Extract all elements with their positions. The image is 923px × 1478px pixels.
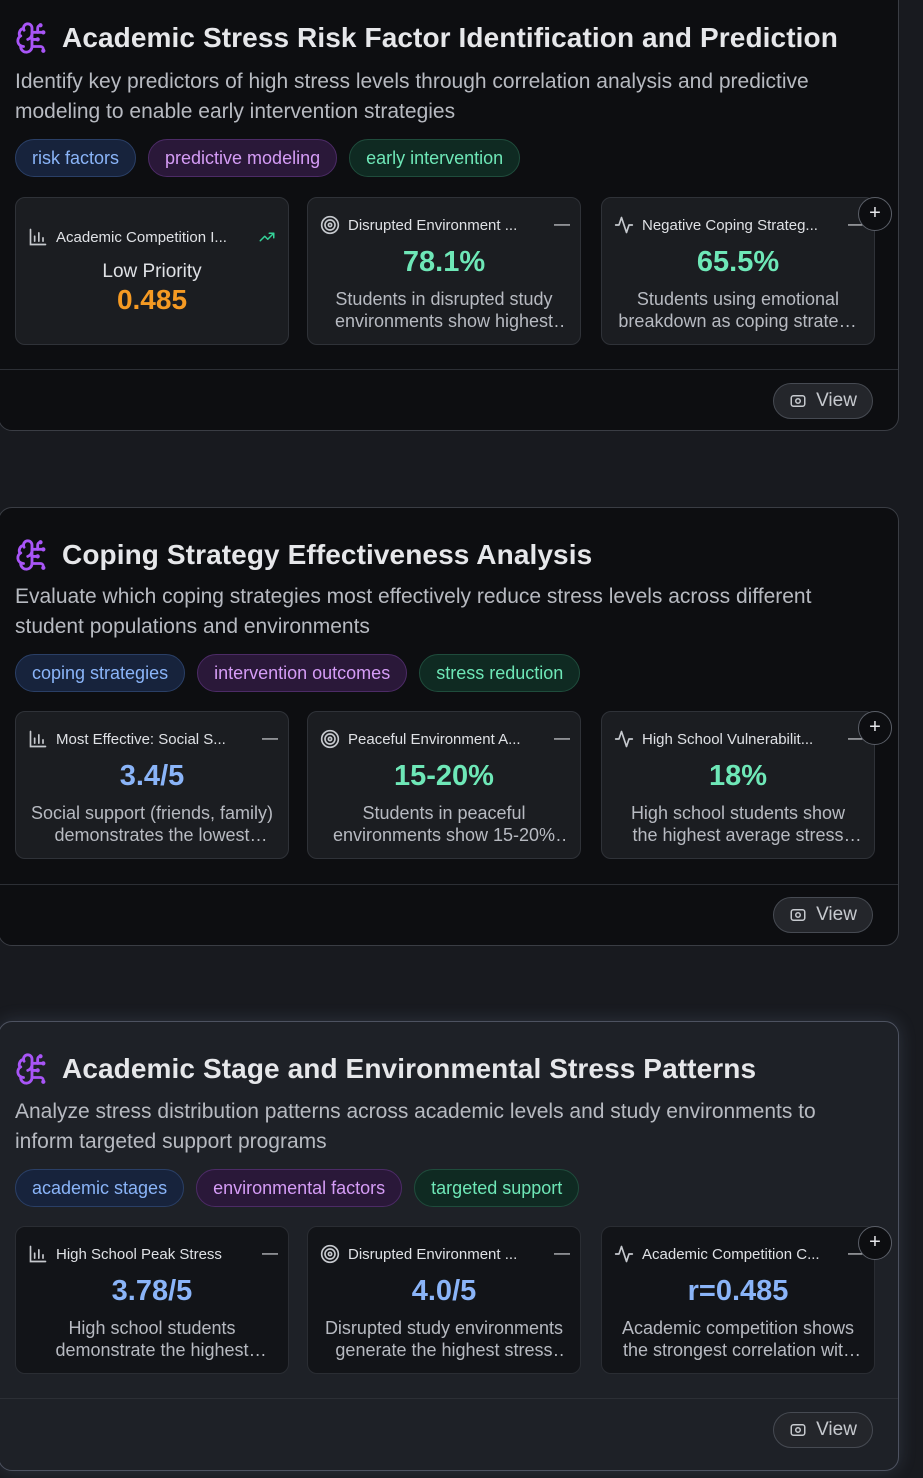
metric-description: Students using emotional breakdown as co…: [618, 289, 858, 331]
tag-environmental-factors[interactable]: environmental factors: [196, 1169, 403, 1207]
view-label: View: [816, 390, 857, 411]
metric-card[interactable]: Disrupted Environment ... — 78.1% Studen…: [307, 197, 581, 345]
insight-card-academic-stage[interactable]: Academic Stage and Environmental Stress …: [0, 1021, 899, 1471]
eye-icon: [790, 1424, 806, 1436]
metric-label: Disrupted Environment ...: [348, 1245, 518, 1263]
metric-description: Students in peaceful environments show 1…: [332, 803, 556, 845]
priority-label: Low Priority: [102, 261, 202, 282]
metric-description: Social support (friends, family) demonst…: [30, 803, 274, 845]
metric-value: 18%: [708, 760, 768, 792]
collapse-icon[interactable]: —: [554, 216, 570, 233]
view-button[interactable]: View: [773, 1412, 873, 1448]
metric-value: r=0.485: [687, 1275, 789, 1307]
bar-chart-icon: [29, 1245, 47, 1263]
view-button[interactable]: View: [773, 897, 873, 933]
target-icon: [320, 1244, 340, 1264]
insight-card-risk-factors[interactable]: Academic Stress Risk Factor Identificati…: [0, 0, 899, 431]
insight-card-coping-strategies[interactable]: Coping Strategy Effectiveness Analysis E…: [0, 507, 899, 946]
divider: [0, 1398, 898, 1399]
metric-value: 78.1%: [402, 246, 486, 278]
metric-value: 3.78/5: [111, 1275, 193, 1307]
metric-card[interactable]: Academic Competition I... Low Priority 0…: [15, 197, 289, 345]
metric-label: Academic Competition I...: [56, 228, 227, 246]
card-title: Academic Stress Risk Factor Identificati…: [62, 22, 838, 53]
metric-card[interactable]: Most Effective: Social S... — 3.4/5 Soci…: [15, 711, 289, 859]
metric-description: Students in disrupted study environments…: [334, 289, 554, 331]
target-icon: [320, 215, 340, 235]
metric-label: Negative Coping Strateg...: [642, 216, 818, 234]
metric-label: Peaceful Environment A...: [348, 730, 521, 748]
tag-early-intervention[interactable]: early intervention: [349, 139, 521, 177]
tag-intervention-outcomes[interactable]: intervention outcomes: [197, 654, 408, 692]
brain-icon: [16, 22, 46, 54]
divider: [0, 369, 898, 370]
tag-list: coping strategies intervention outcomes …: [15, 654, 581, 692]
trending-up-icon: [259, 232, 275, 242]
metric-value: 3.4/5: [119, 760, 185, 792]
tag-list: risk factors predictive modeling early i…: [15, 139, 521, 177]
card-description: Identify key predictors of high stress l…: [15, 70, 809, 123]
metric-label: Most Effective: Social S...: [56, 730, 226, 748]
collapse-icon[interactable]: —: [554, 730, 570, 747]
bar-chart-icon: [29, 228, 47, 246]
brain-icon: [16, 1053, 46, 1085]
metric-card[interactable]: Negative Coping Strateg... — 65.5% Stude…: [601, 197, 875, 345]
view-label: View: [816, 1419, 857, 1440]
collapse-icon[interactable]: —: [262, 1245, 278, 1262]
tag-coping-strategies[interactable]: coping strategies: [15, 654, 186, 692]
card-description: Analyze stress distribution patterns acr…: [15, 1100, 816, 1153]
add-button[interactable]: +: [858, 1226, 892, 1260]
metric-value: 4.0/5: [411, 1275, 477, 1307]
collapse-icon[interactable]: —: [554, 1245, 570, 1262]
view-button[interactable]: View: [773, 383, 873, 419]
divider: [0, 884, 898, 885]
eye-icon: [790, 909, 806, 921]
metric-card[interactable]: High School Peak Stress — 3.78/5 High sc…: [15, 1226, 289, 1374]
tag-stress-reduction[interactable]: stress reduction: [419, 654, 581, 692]
card-header: Coping Strategy Effectiveness Analysis: [15, 538, 592, 572]
metric-card[interactable]: Academic Competition C... — r=0.485 Acad…: [601, 1226, 875, 1374]
metric-label: Disrupted Environment ...: [348, 216, 518, 234]
card-description: Evaluate which coping strategies most ef…: [15, 585, 812, 638]
metric-description: High school students show the highest av…: [630, 803, 846, 845]
card-header: Academic Stress Risk Factor Identificati…: [15, 21, 838, 55]
collapse-icon[interactable]: —: [262, 730, 278, 747]
metric-value: 65.5%: [696, 246, 780, 278]
metric-card[interactable]: Peaceful Environment A... — 15-20% Stude…: [307, 711, 581, 859]
tag-risk-factors[interactable]: risk factors: [15, 139, 137, 177]
metric-description: Academic competition shows the strongest…: [621, 1318, 855, 1360]
tag-targeted-support[interactable]: targeted support: [414, 1169, 580, 1207]
metric-label: High School Peak Stress: [56, 1245, 222, 1263]
tag-academic-stages[interactable]: academic stages: [15, 1169, 185, 1207]
metric-description: High school students demonstrate the hig…: [55, 1318, 249, 1360]
metric-value: 15-20%: [394, 760, 494, 792]
activity-icon: [614, 1245, 634, 1263]
card-header: Academic Stage and Environmental Stress …: [15, 1052, 756, 1086]
activity-icon: [614, 730, 634, 748]
bar-chart-icon: [29, 730, 47, 748]
view-label: View: [816, 904, 857, 925]
target-icon: [320, 729, 340, 749]
metric-label: High School Vulnerabilit...: [642, 730, 814, 748]
brain-icon: [16, 539, 46, 571]
metric-card[interactable]: High School Vulnerabilit... — 18% High s…: [601, 711, 875, 859]
metric-label: Academic Competition C...: [642, 1245, 820, 1263]
tag-list: academic stages environmental factors ta…: [15, 1169, 580, 1207]
metric-card[interactable]: Disrupted Environment ... — 4.0/5 Disrup…: [307, 1226, 581, 1374]
card-title: Academic Stage and Environmental Stress …: [62, 1053, 757, 1084]
add-button[interactable]: +: [858, 711, 892, 745]
metric-description: Disrupted study environments generate th…: [324, 1318, 564, 1360]
priority-score: 0.485: [116, 284, 188, 315]
card-title: Coping Strategy Effectiveness Analysis: [62, 539, 593, 570]
activity-icon: [614, 216, 634, 234]
tag-predictive-modeling[interactable]: predictive modeling: [148, 139, 338, 177]
add-button[interactable]: +: [858, 197, 892, 231]
eye-icon: [790, 395, 806, 407]
